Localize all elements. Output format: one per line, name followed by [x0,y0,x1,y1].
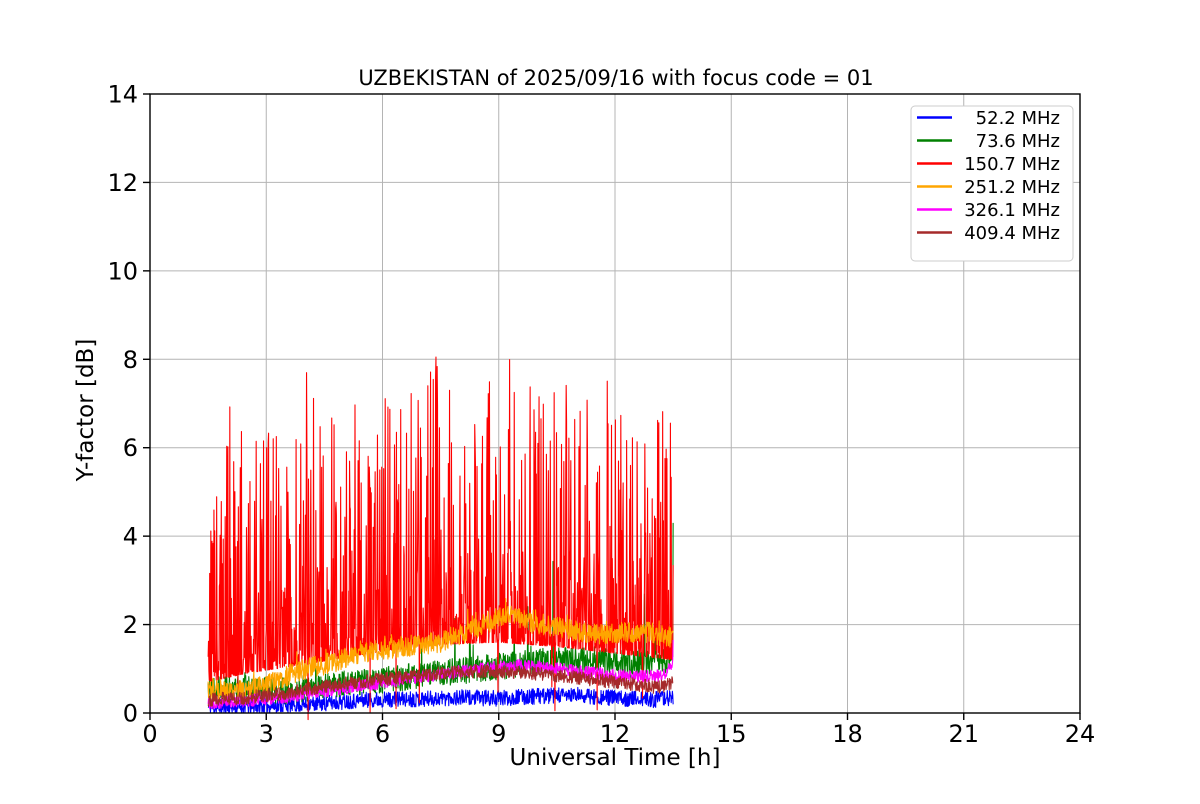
legend-box [910,105,1074,262]
x-tick-label: 24 [1065,720,1096,748]
y-tick-label: 14 [107,81,138,109]
series-line-52-2-MHz [207,686,674,713]
legend-label-73-6-MHz: 73.6 MHz [976,131,1060,152]
x-tick-label: 3 [259,720,274,748]
y-tick-label: 8 [123,346,138,374]
y-tick-label: 12 [107,169,138,197]
x-tick-label: 12 [600,720,631,748]
x-tick-label: 6 [375,720,390,748]
y-axis-label: Y-factor [dB] [73,339,99,483]
y-tick-label: 4 [123,523,138,551]
y-tick-label: 2 [123,611,138,639]
series-line-150-7-MHz [207,356,674,721]
y-tick-label: 10 [107,257,138,285]
legend-label-150-7-MHz: 150.7 MHz [964,154,1060,175]
x-tick-label: 0 [142,720,157,748]
x-axis-label: Universal Time [h] [510,745,721,771]
y-tick-label: 0 [123,700,138,728]
x-tick-label: 15 [716,720,747,748]
series-line-251-2-MHz [207,598,674,701]
y-tick-label: 6 [123,434,138,462]
legend-label-251-2-MHz: 251.2 MHz [964,177,1060,198]
legend-label-326-1-MHz: 326.1 MHz [964,200,1060,221]
legend-label-409-4-MHz: 409.4 MHz [964,223,1060,244]
series-layer [207,356,674,721]
x-tick-label: 21 [948,720,979,748]
chart-title: UZBEKISTAN of 2025/09/16 with focus code… [358,66,873,90]
x-tick-label: 18 [832,720,863,748]
series-line-409-4-MHz [207,664,674,707]
legend-label-52-2-MHz: 52.2 MHz [976,108,1060,129]
x-tick-label: 9 [491,720,506,748]
